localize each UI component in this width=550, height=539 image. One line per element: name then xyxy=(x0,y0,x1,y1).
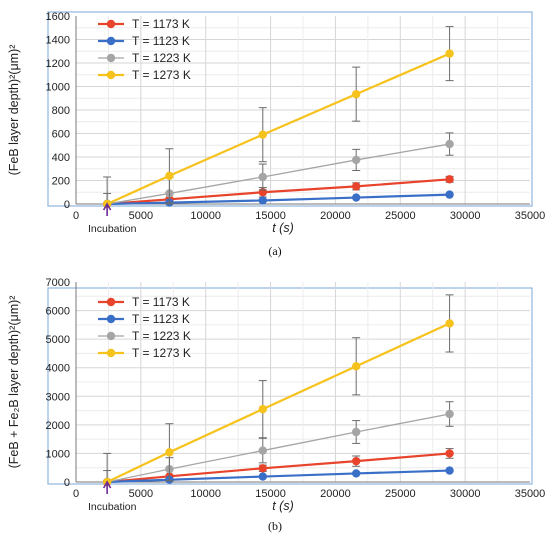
data-point xyxy=(258,196,267,205)
legend-label: T = 1123 K xyxy=(132,312,190,326)
x-tick-label: 5000 xyxy=(129,488,153,500)
legend-label: T = 1273 K xyxy=(132,68,191,82)
legend-swatch-marker xyxy=(106,19,116,29)
chart-a: 0 200 400 600 800 1000 1200 1400 1600 0 5000 10000 1… xyxy=(7,11,545,258)
y-tick-label: 600 xyxy=(52,129,70,141)
data-point xyxy=(445,139,454,149)
x-tick-label: 5000 xyxy=(129,210,153,222)
x-tick-label: 0 xyxy=(73,488,79,500)
y-tick-label: 5000 xyxy=(46,334,70,346)
y-tick-label: 1200 xyxy=(46,58,70,70)
incubation-arrowhead xyxy=(102,480,112,489)
legend-swatch-marker xyxy=(106,314,116,324)
data-point xyxy=(351,469,361,478)
data-point xyxy=(258,464,267,473)
y-axis-title: (FeB layer depth)²(μm)² xyxy=(7,45,21,176)
data-point xyxy=(258,172,267,182)
legend: T = 1173 K T = 1123 K T = 1223 K T = 1273 K xyxy=(98,295,191,360)
x-tick-label: 35000 xyxy=(515,210,546,222)
legend-label: T = 1273 K xyxy=(132,346,191,360)
data-point xyxy=(258,472,267,481)
legend-swatch-marker xyxy=(106,297,116,307)
plot-frame xyxy=(47,11,533,207)
data-point xyxy=(445,190,454,199)
y-tick-label: 200 xyxy=(52,176,70,188)
x-tick-label: 25000 xyxy=(385,210,416,222)
data-point xyxy=(351,182,361,191)
data-point xyxy=(165,448,174,457)
y-tick-label: 4000 xyxy=(46,363,70,375)
data-point xyxy=(445,466,454,475)
y-tick-label: 6000 xyxy=(46,306,70,318)
x-tick-label: 15000 xyxy=(255,210,286,222)
y-tick-label: 1600 xyxy=(46,11,70,23)
legend-swatch-marker xyxy=(106,53,116,63)
data-point xyxy=(351,362,361,371)
series-1273K xyxy=(102,26,454,209)
legend-label: T = 1173 K xyxy=(132,295,190,309)
data-point xyxy=(445,449,454,458)
y-tick-label: 400 xyxy=(52,152,70,164)
y-tick-label: 1400 xyxy=(46,35,70,47)
x-tick-label: 10000 xyxy=(190,210,221,222)
y-tick-label: 2000 xyxy=(46,420,70,432)
x-tick-label: 35000 xyxy=(515,488,546,500)
x-axis-title: t (s) xyxy=(272,499,294,513)
legend-label: T = 1173 K xyxy=(132,17,190,31)
x-tick-label: 0 xyxy=(73,210,79,222)
data-point xyxy=(351,193,361,202)
y-tick-label: 1000 xyxy=(46,448,70,460)
y-tick-label: 1000 xyxy=(46,82,70,94)
figure-caption: (a) xyxy=(268,244,281,258)
data-point xyxy=(351,456,361,466)
data-point xyxy=(258,404,267,414)
x-tick-label: 30000 xyxy=(450,210,481,222)
y-tick-label: 0 xyxy=(64,199,70,211)
legend-swatch-marker xyxy=(106,348,116,358)
legend-swatch-marker xyxy=(106,36,116,46)
y-tick-label: 800 xyxy=(52,105,70,117)
legend-swatch-marker xyxy=(106,70,116,80)
x-tick-label: 25000 xyxy=(385,488,416,500)
data-point xyxy=(351,155,361,165)
data-point xyxy=(258,130,267,139)
legend: T = 1173 K T = 1123 K T = 1223 K T = 1273 K xyxy=(98,17,191,82)
plot-frame xyxy=(47,287,533,485)
x-tick-label: 20000 xyxy=(320,488,351,500)
x-axis-title: t (s) xyxy=(272,221,294,235)
incubation-label: Incubation xyxy=(88,223,137,235)
data-point xyxy=(351,89,361,99)
data-point xyxy=(351,427,361,437)
incubation-arrowhead xyxy=(102,202,112,211)
legend-swatch-marker xyxy=(106,331,116,341)
y-axis-title: (FeB + Fe₂B layer depth)²(μm)² xyxy=(7,296,21,469)
figure-caption: (b) xyxy=(268,519,282,533)
data-point xyxy=(445,175,454,184)
data-point xyxy=(445,49,454,58)
x-tick-label: 10000 xyxy=(190,488,221,500)
y-tick-label: 0 xyxy=(64,477,70,489)
chart-b: 0 1000 2000 3000 4000 5000 6000 7000 0 5000 10000 1… xyxy=(7,277,545,533)
data-point xyxy=(165,171,174,180)
legend-label: T = 1223 K xyxy=(132,51,191,65)
y-tick-label: 7000 xyxy=(46,277,70,289)
incubation-label: Incubation xyxy=(88,501,137,513)
x-tick-label: 15000 xyxy=(255,488,286,500)
data-point xyxy=(445,319,454,328)
legend-label: T = 1223 K xyxy=(132,329,191,343)
data-point xyxy=(445,409,454,419)
x-tick-label: 20000 xyxy=(320,210,351,222)
x-tick-label: 30000 xyxy=(450,488,481,500)
data-point xyxy=(258,446,267,455)
y-tick-label: 3000 xyxy=(46,391,70,403)
legend-label: T = 1123 K xyxy=(132,34,190,48)
